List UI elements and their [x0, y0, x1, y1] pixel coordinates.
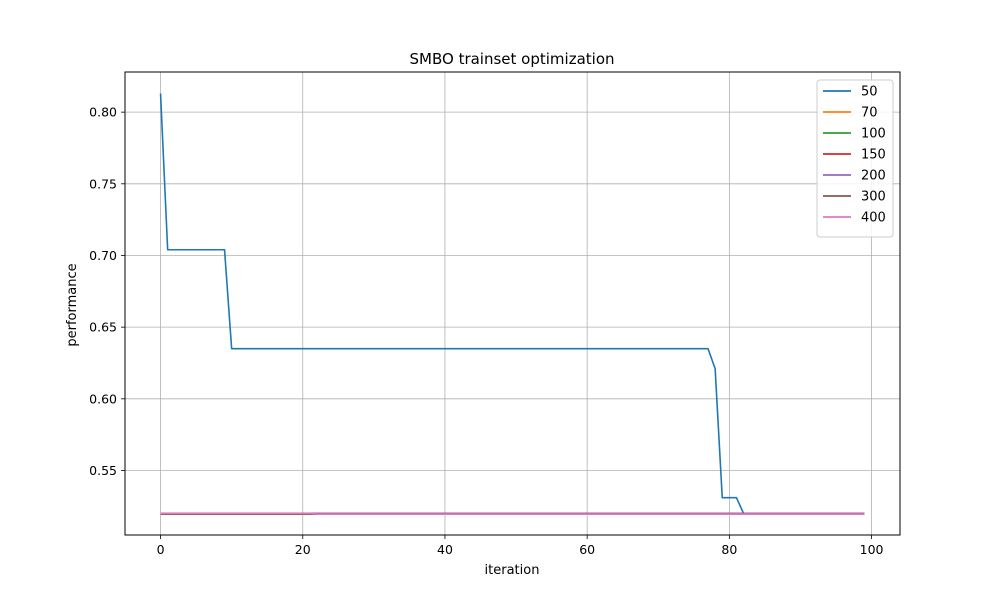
legend-box — [816, 79, 894, 238]
legend-label: 50 — [861, 85, 878, 100]
x-tick-label: 60 — [579, 542, 595, 557]
legend-label: 100 — [861, 127, 886, 142]
x-tick-label: 0 — [157, 542, 165, 557]
y-tick-label: 0.75 — [89, 176, 117, 191]
y-tick-label: 0.60 — [89, 391, 117, 406]
x-axis-label: iteration — [485, 563, 540, 578]
chart-title: SMBO trainset optimization — [410, 50, 615, 68]
series-line-400 — [160, 512, 865, 516]
y-tick-label: 0.65 — [89, 320, 117, 335]
legend-label: 400 — [861, 211, 886, 226]
legend-label: 300 — [861, 190, 886, 205]
grid — [125, 72, 900, 535]
legend-label: 200 — [861, 169, 886, 184]
legend-label: 150 — [861, 148, 886, 163]
x-tick-label: 80 — [721, 542, 737, 557]
legend: 50 70 100 150 200 300 400 — [816, 79, 894, 238]
series-line-50 — [159, 93, 865, 515]
plot-area-frame — [124, 71, 901, 536]
x-axis-ticks: 0 20 40 60 80 100 — [157, 535, 884, 557]
x-tick-label: 20 — [295, 542, 311, 557]
y-axis-ticks: 0.55 0.60 0.65 0.70 0.75 0.80 — [89, 105, 125, 478]
x-tick-label: 100 — [860, 542, 884, 557]
x-tick-label: 40 — [437, 542, 453, 557]
y-tick-label: 0.70 — [89, 248, 117, 263]
y-tick-label: 0.80 — [89, 105, 117, 120]
y-axis-label: performance — [65, 263, 80, 346]
y-tick-label: 0.55 — [89, 463, 117, 478]
legend-label: 70 — [861, 106, 878, 121]
series-lines — [159, 93, 865, 516]
